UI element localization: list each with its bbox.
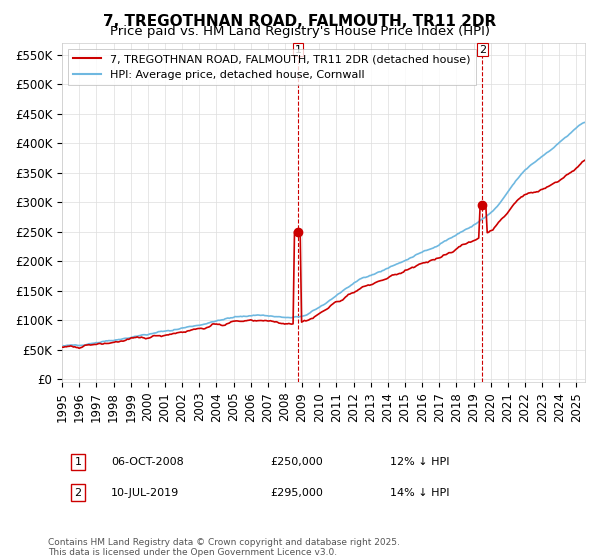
Text: 2: 2 xyxy=(74,488,82,498)
Text: 1: 1 xyxy=(295,45,302,55)
Text: 14% ↓ HPI: 14% ↓ HPI xyxy=(390,488,449,498)
Text: 06-OCT-2008: 06-OCT-2008 xyxy=(111,457,184,467)
Text: 2: 2 xyxy=(479,45,486,55)
Text: Price paid vs. HM Land Registry's House Price Index (HPI): Price paid vs. HM Land Registry's House … xyxy=(110,25,490,38)
Text: 10-JUL-2019: 10-JUL-2019 xyxy=(111,488,179,498)
Text: £295,000: £295,000 xyxy=(270,488,323,498)
Legend: 7, TREGOTHNAN ROAD, FALMOUTH, TR11 2DR (detached house), HPI: Average price, det: 7, TREGOTHNAN ROAD, FALMOUTH, TR11 2DR (… xyxy=(68,49,476,85)
Text: Contains HM Land Registry data © Crown copyright and database right 2025.
This d: Contains HM Land Registry data © Crown c… xyxy=(48,538,400,557)
Text: 7, TREGOTHNAN ROAD, FALMOUTH, TR11 2DR: 7, TREGOTHNAN ROAD, FALMOUTH, TR11 2DR xyxy=(103,14,497,29)
Text: £250,000: £250,000 xyxy=(270,457,323,467)
Text: 12% ↓ HPI: 12% ↓ HPI xyxy=(390,457,449,467)
Text: 1: 1 xyxy=(74,457,82,467)
